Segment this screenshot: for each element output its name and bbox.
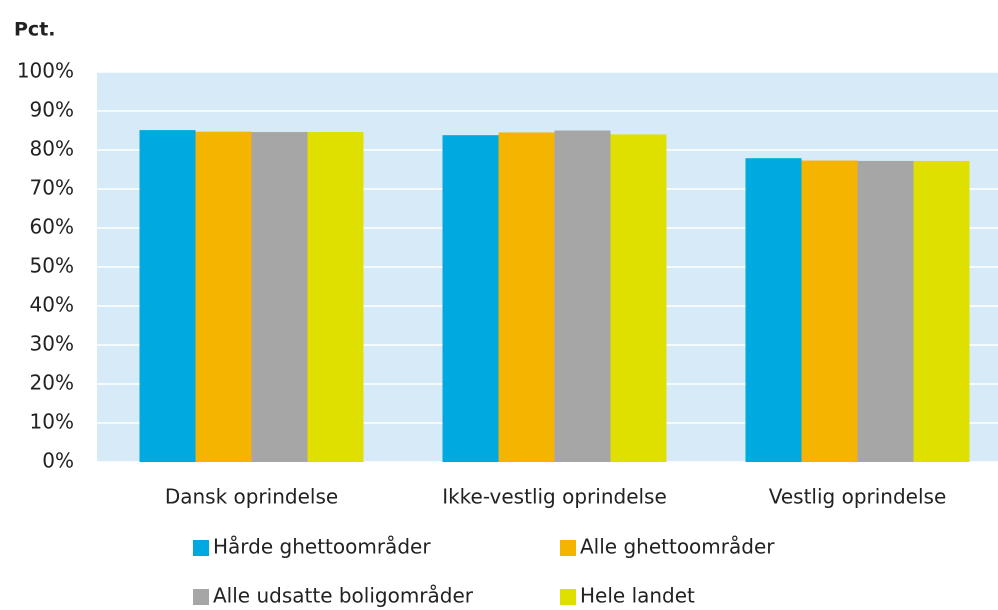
- bar: [442, 135, 499, 462]
- y-tick-label: 20%: [30, 371, 74, 395]
- legend-swatch: [560, 540, 576, 556]
- x-tick-label: Ikke-vestlig oprindelse: [442, 485, 667, 509]
- legend-swatch: [193, 589, 209, 605]
- x-tick-label: Vestlig oprindelse: [769, 485, 947, 509]
- legend-label: Alle ghettoområder: [580, 535, 775, 559]
- bar: [801, 160, 858, 462]
- y-tick-label: 40%: [30, 293, 74, 317]
- y-tick-label: 80%: [30, 137, 74, 161]
- bar: [251, 132, 308, 462]
- legend-label: Hele landet: [580, 584, 695, 608]
- bar: [307, 132, 364, 462]
- legend-label: Hårde ghettoområder: [213, 535, 431, 559]
- y-tick-label: 30%: [30, 332, 74, 356]
- bar: [195, 131, 252, 463]
- bar: [857, 160, 914, 463]
- y-axis-label: Pct.: [14, 19, 56, 41]
- legend-label: Alle udsatte boligområder: [213, 584, 474, 608]
- y-tick-label: 70%: [30, 176, 74, 200]
- bar: [498, 132, 555, 462]
- y-tick-label: 60%: [30, 215, 74, 239]
- y-tick-label: 100%: [17, 59, 74, 83]
- bar: [745, 158, 802, 462]
- bar: [554, 130, 611, 462]
- y-tick-label: 0%: [42, 449, 74, 473]
- bar: [610, 134, 667, 462]
- legend-swatch: [193, 540, 209, 556]
- legend-swatch: [560, 589, 576, 605]
- bar: [913, 160, 970, 463]
- bar: [139, 130, 196, 463]
- y-tick-label: 10%: [30, 410, 74, 434]
- x-tick-label: Dansk oprindelse: [165, 485, 338, 509]
- y-tick-label: 90%: [30, 98, 74, 122]
- y-tick-label: 50%: [30, 254, 74, 278]
